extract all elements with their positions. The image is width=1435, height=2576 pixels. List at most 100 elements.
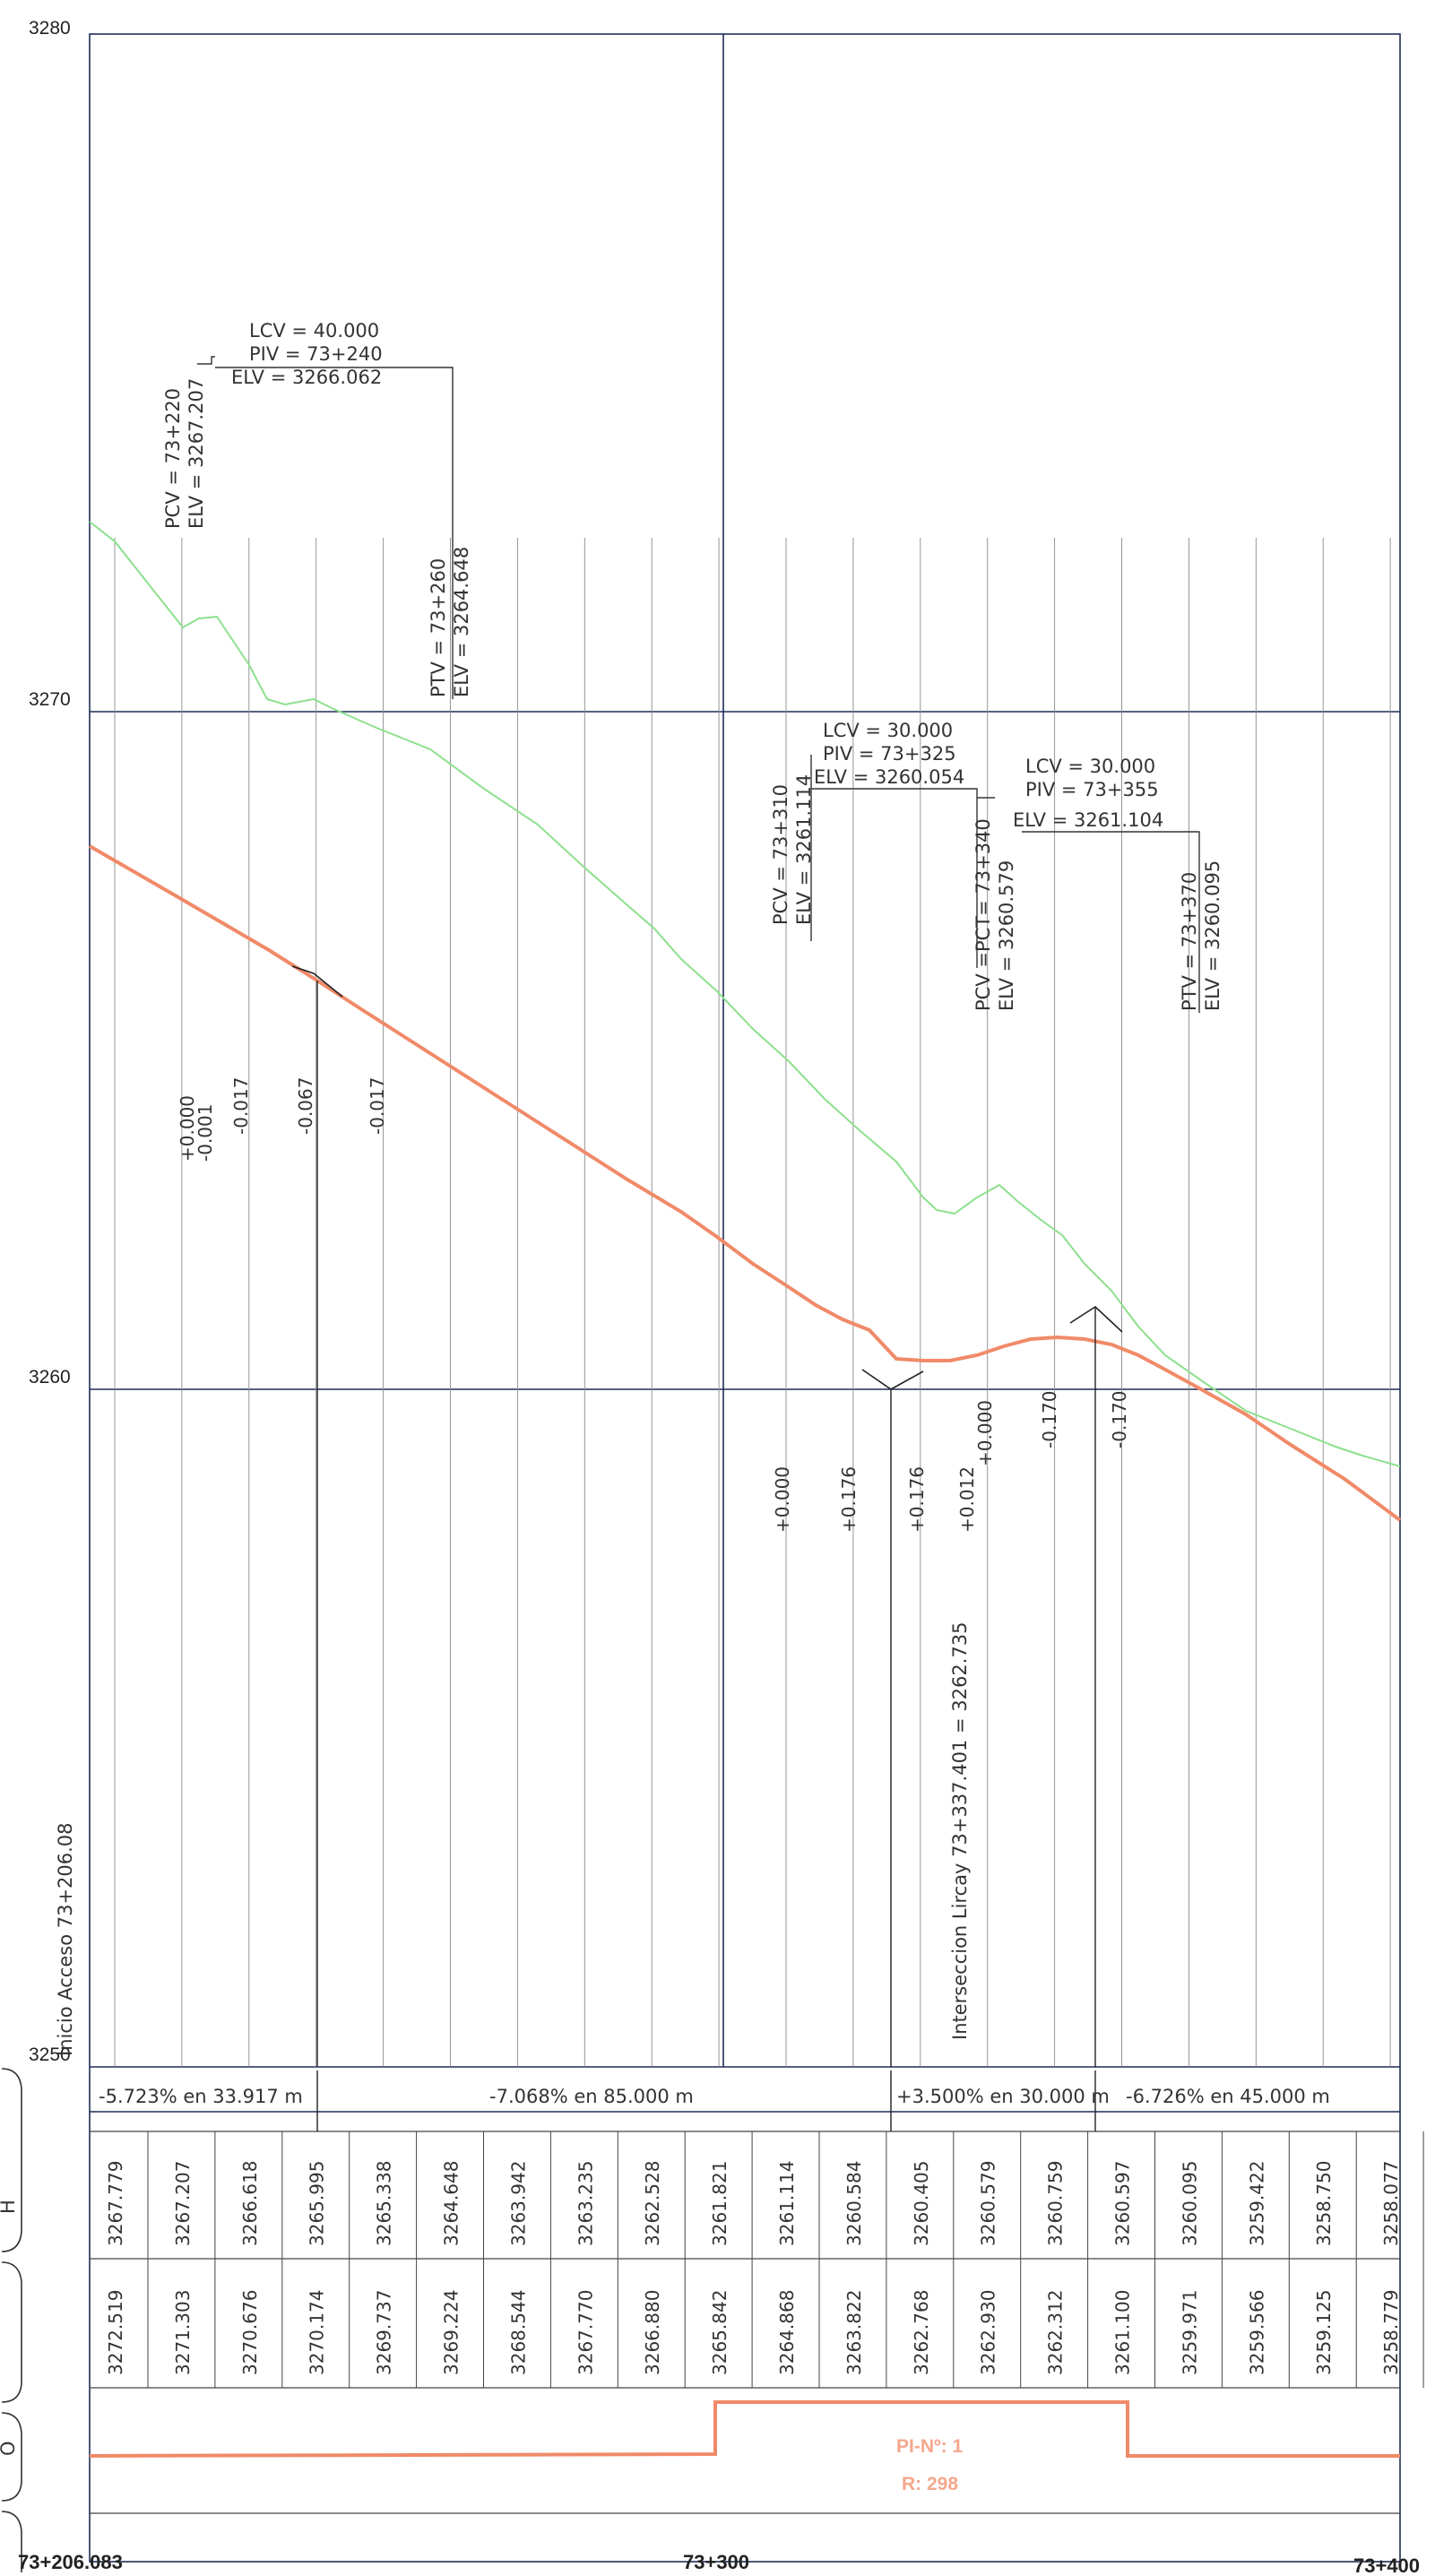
ground-elevation-cell: 3269.224 — [441, 2290, 462, 2375]
grade-2: -7.068% en 85.000 m — [489, 2086, 694, 2107]
grade-elevation-cell: 3260.095 — [1179, 2161, 1200, 2246]
grade-elevation-cell: 3261.114 — [776, 2161, 798, 2246]
grade-elevation-cell: 3264.648 — [441, 2161, 462, 2246]
corr-bottom-3: +0.012 — [956, 1466, 978, 1533]
grade-elevation-cell: 3261.821 — [709, 2161, 730, 2246]
curvature-radius: R: 298 — [902, 2474, 958, 2494]
left-stub-1 — [1, 2068, 22, 2252]
pv-marker-1 — [291, 965, 343, 998]
corr-top-4: -0.017 — [367, 1077, 388, 1135]
curve1-elv: ELV = 3266.062 — [231, 367, 382, 388]
pcv2-elv: ELV = 3261.114 — [793, 774, 815, 925]
grade-line — [89, 844, 1402, 1522]
grade-elevation-cell: 3258.077 — [1380, 2161, 1402, 2246]
pcv1-group: PCV = 73+220 ELV = 3267.207 — [162, 378, 207, 529]
ground-line — [89, 521, 1401, 1467]
pcv2-label: PCV = 73+310 — [770, 784, 791, 925]
inicio-label: Inicio Acceso 73+206.08 — [55, 1822, 76, 2056]
grade-elevation-cell: 3267.779 — [105, 2161, 126, 2246]
ground-elevation-cell: 3262.768 — [911, 2290, 932, 2375]
corr-bottom-1: +0.176 — [838, 1466, 860, 1533]
grade-elevation-cell: 3258.750 — [1313, 2161, 1335, 2246]
ground-elevation-cell: 3272.519 — [105, 2290, 126, 2375]
elev-tick-3270: 3270 — [29, 689, 71, 710]
grade-elevation-cell: 3259.422 — [1246, 2161, 1267, 2246]
grade-elevation-cell: 3260.759 — [1045, 2161, 1067, 2246]
corr-top-1: -0.001 — [195, 1104, 216, 1162]
elev-tick-3260: 3260 — [29, 1367, 71, 1387]
pcv3-group: PCV =PCT= 73+340 ELV = 3260.579 — [973, 818, 1017, 1011]
grade-elevation-cell: 3260.597 — [1112, 2161, 1134, 2246]
curve2-lcv: LCV = 30.000 — [823, 720, 953, 741]
ground-elevation-cell: 3267.770 — [575, 2290, 596, 2375]
grade-elevation-cell: 3267.207 — [172, 2161, 194, 2246]
left-stub-2 — [1, 2261, 22, 2403]
grade-elevation-cell: 3260.584 — [843, 2161, 865, 2246]
pv-marker-3 — [1069, 1305, 1123, 1333]
corrections-top: +0.000 -0.001 -0.017 -0.067 -0.017 — [177, 1077, 388, 1162]
left-stub-text: H — [0, 2200, 19, 2214]
corrections-bottom: +0.000 +0.176 +0.176 +0.012 +0.000 -0.17… — [772, 1391, 1130, 1533]
ptv3-group: PTV = 73+370 ELV = 3260.095 — [1179, 860, 1223, 1011]
curvature-pi: PI-Nº: 1 — [896, 2436, 963, 2457]
left-stub-4 — [1, 2511, 22, 2572]
corr-bottom-5: -0.170 — [1039, 1391, 1060, 1448]
pcv3-elv: ELV = 3260.579 — [996, 860, 1017, 1011]
grade-3: +3.500% en 30.000 m — [896, 2086, 1110, 2107]
ground-elevation-cell: 3270.676 — [239, 2290, 261, 2375]
leader-2b — [811, 788, 978, 968]
curve3-lcv: LCV = 30.000 — [1025, 756, 1155, 777]
curve3-elv: ELV = 3261.104 — [1013, 809, 1163, 831]
station-lines — [114, 538, 1424, 2388]
ground-elevation-cell: 3270.174 — [307, 2290, 328, 2375]
grade-1: -5.723% en 33.917 m — [99, 2086, 303, 2107]
ground-elevation-cell: 3269.737 — [374, 2290, 395, 2375]
ground-elevation-cell: 3262.312 — [1045, 2290, 1067, 2375]
grade-elevation-cell: 3263.942 — [507, 2161, 529, 2246]
ground-elevation-cell: 3262.930 — [978, 2290, 999, 2375]
ground-elevation-cell: 3266.880 — [642, 2290, 663, 2375]
ground-elevation-row: 3272.519 3271.303 3270.676 3270.174 3269.737… — [105, 2290, 1402, 2375]
grade-elevation-cell: 3263.235 — [575, 2161, 596, 2246]
ptv3-elv: ELV = 3260.095 — [1202, 860, 1223, 1011]
interseccion-label: Interseccion Lircay 73+337.401 = 3262.73… — [949, 1622, 971, 2040]
corr-top-3: -0.067 — [295, 1077, 316, 1135]
ground-elevation-cell: 3264.868 — [776, 2290, 798, 2375]
curve2-piv: PIV = 73+325 — [823, 743, 956, 765]
corr-top-0: +0.000 — [177, 1095, 198, 1162]
grade-elevation-cell: 3262.528 — [642, 2161, 663, 2246]
corr-bottom-2: +0.176 — [906, 1466, 928, 1533]
pcv1-elv: ELV = 3267.207 — [186, 378, 207, 529]
grade-4: -6.726% en 45.000 m — [1126, 2086, 1330, 2107]
left-stub-text-2: O — [0, 2441, 19, 2456]
grade-elevation-cell: 3265.995 — [307, 2161, 328, 2246]
ground-elevation-cell: 3259.125 — [1313, 2290, 1335, 2375]
ground-elevation-cell: 3261.100 — [1112, 2290, 1134, 2375]
ground-elevation-cell: 3263.822 — [843, 2290, 865, 2375]
grade-elevation-cell: 3260.405 — [911, 2161, 932, 2246]
ground-elevation-cell: 3259.971 — [1179, 2290, 1200, 2375]
ground-elevation-cell: 3265.842 — [709, 2290, 730, 2375]
frame — [89, 33, 1401, 2563]
grade-elevation-cell: 3260.579 — [978, 2161, 999, 2246]
ground-elevation-cell: 3268.544 — [507, 2290, 529, 2375]
corr-bottom-6: -0.170 — [1109, 1391, 1130, 1448]
station-end: 73+400 — [1353, 2554, 1420, 2576]
ground-elevation-cell: 3271.303 — [172, 2290, 194, 2375]
leader-3 — [1022, 831, 1200, 1013]
ptv1-group: PTV = 73+260 ELV = 3264.648 — [428, 547, 472, 697]
left-stub-3 — [1, 2412, 22, 2502]
leader-1b — [215, 367, 454, 699]
curve1-lcv: LCV = 40.000 — [249, 320, 379, 341]
ptv1-label: PTV = 73+260 — [428, 558, 449, 697]
ptv3-label: PTV = 73+370 — [1179, 872, 1200, 1011]
elev-tick-3280: 3280 — [29, 18, 71, 39]
grade-elevation-cell: 3265.338 — [374, 2161, 395, 2246]
corr-top-2: -0.017 — [230, 1077, 252, 1135]
ground-elevation-cell: 3259.566 — [1246, 2290, 1267, 2375]
pcv1-label: PCV = 73+220 — [162, 388, 184, 529]
curve2-elv: ELV = 3260.054 — [814, 766, 964, 788]
grade-elevation-row: 3267.779 3267.207 3266.618 3265.995 3265.338… — [105, 2161, 1402, 2246]
grade-elevation-cell: 3266.618 — [239, 2161, 261, 2246]
